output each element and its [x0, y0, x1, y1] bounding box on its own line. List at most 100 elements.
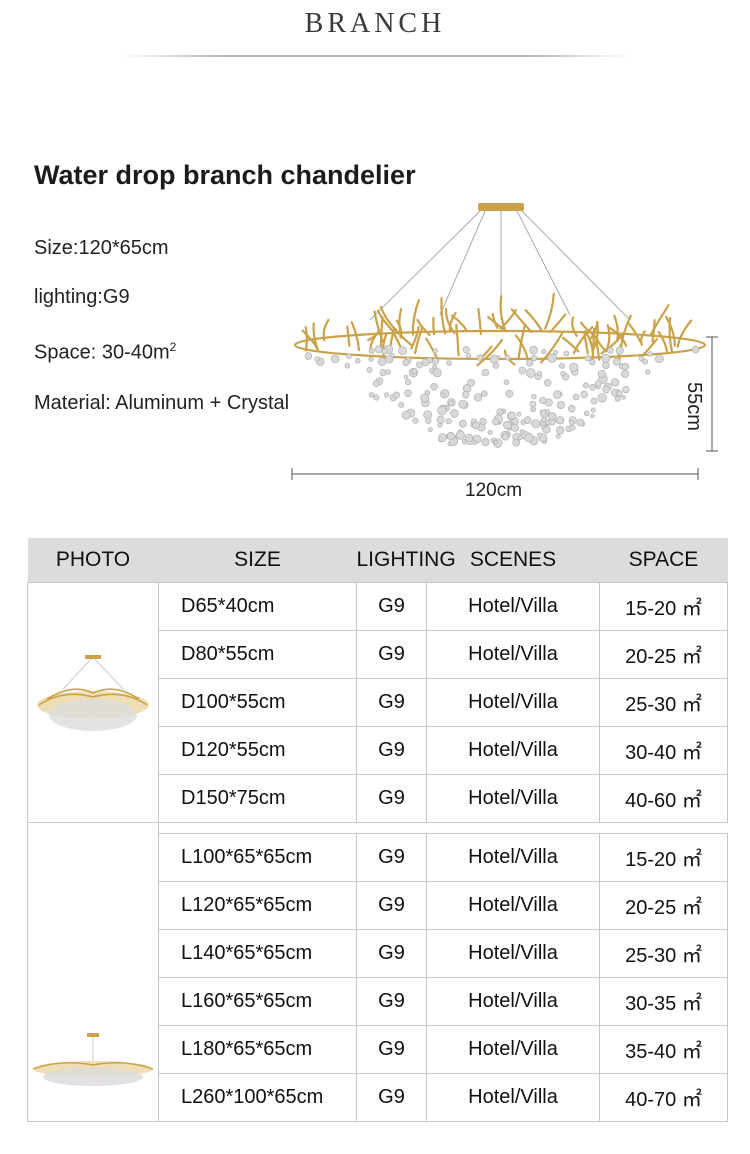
table-row: D150*75cm G9 Hotel/Villa 40-60 ㎡: [28, 774, 728, 823]
size-cell: D65*40cm: [158, 582, 357, 631]
long-chandelier-photo: [27, 822, 159, 1122]
space-cell: 20-25 ㎡: [599, 630, 728, 679]
crystal-drop: [438, 433, 447, 442]
crystal-drop: [493, 439, 499, 445]
crystal-drop: [556, 401, 565, 410]
crystal-drop: [622, 385, 630, 394]
chandelier-branch: [549, 313, 567, 334]
crystal-drop: [582, 382, 589, 389]
scenes-cell: Hotel/Villa: [426, 1073, 600, 1122]
spec-space: Space: 30-40m2: [34, 340, 176, 365]
brand-title: BRANCH: [304, 8, 446, 39]
crystal-drop: [539, 397, 547, 405]
lighting-cell: G9: [356, 881, 427, 930]
crystal-drop: [615, 346, 624, 355]
crystal-drop: [518, 366, 527, 375]
crystal-drop: [548, 412, 557, 421]
chandelier-branch: [640, 330, 646, 347]
space-cell: 30-40 ㎡: [599, 726, 728, 775]
crystal-drop: [621, 363, 630, 371]
crystal-drop: [412, 417, 419, 424]
crystal-drop: [381, 348, 388, 355]
crystal-drop: [404, 389, 412, 397]
crystal-drop: [330, 354, 340, 364]
crystal-drop: [473, 393, 483, 402]
crystal-drop: [647, 351, 653, 357]
chandelier-branch: [613, 314, 619, 342]
thumb-crystals: [43, 1068, 143, 1086]
crystal-drop: [385, 369, 391, 375]
crystal-drop: [405, 379, 412, 386]
chandelier-branch: [594, 336, 608, 353]
spec-space-text: Space: 30-40m: [34, 341, 170, 364]
crystal-drop: [420, 393, 430, 403]
chandelier-branch: [304, 326, 308, 352]
crystal-drop: [465, 352, 472, 359]
chandelier-branch: [499, 295, 506, 331]
crystal-drop: [531, 419, 541, 429]
thumb-branches: [38, 687, 148, 706]
crystal-drop: [691, 345, 700, 354]
crystal-drop: [537, 370, 543, 376]
chandelier-branch: [600, 332, 624, 355]
header-size: SIZE: [158, 538, 357, 583]
chandelier-branch: [410, 325, 420, 350]
crystal-drop: [524, 433, 534, 443]
crystal-drop: [458, 419, 467, 428]
spec-material: Material: Aluminum + Crystal: [34, 392, 290, 414]
space-cell: 40-70 ㎡: [599, 1073, 728, 1122]
product-title: Water drop branch chandelier: [34, 160, 416, 190]
lighting-cell: G9: [356, 678, 427, 727]
chandelier-branch: [651, 319, 656, 343]
scenes-cell: Hotel/Villa: [426, 678, 600, 727]
scenes-cell: Hotel/Villa: [426, 630, 600, 679]
crystal-drop: [503, 420, 512, 430]
crystal-drop: [572, 393, 580, 401]
thumb-crystals: [49, 698, 137, 731]
crystal-drop: [458, 399, 468, 409]
crystal-drop: [375, 345, 383, 354]
height-dimension-label: 55cm: [683, 382, 705, 431]
crystal-drop: [536, 432, 542, 438]
crystal-drop: [481, 438, 490, 447]
crystal-drop: [416, 361, 424, 369]
chandelier-branch: [572, 325, 594, 355]
table-row: L120*65*65cm G9 Hotel/Villa 20-25 ㎡: [28, 881, 728, 930]
space-cell: 35-40 ㎡: [599, 1025, 728, 1074]
crystal-drop: [553, 390, 562, 399]
crystal-drop: [545, 409, 551, 415]
chandelier-branch: [398, 308, 403, 339]
crystal-drop: [529, 400, 537, 408]
header-scenes: SCENES: [426, 538, 600, 583]
crystal-drop: [448, 400, 454, 406]
crystal-drop: [425, 417, 432, 424]
crystal-drop: [344, 363, 351, 369]
spec-table: PHOTO SIZE LIGHTING SCENES SPACE D65*40c…: [27, 538, 728, 1122]
spacer-cell: [159, 823, 728, 834]
crystal-drop: [612, 357, 621, 366]
crystal-drop: [476, 354, 484, 361]
scenes-cell: Hotel/Villa: [426, 833, 600, 882]
crystal-drop: [446, 360, 452, 366]
chandelier-crystals: [304, 344, 700, 448]
crystal-drop: [616, 390, 623, 397]
spec-size: Size:120*65cm: [34, 237, 169, 259]
crystal-drop: [377, 357, 387, 366]
lighting-cell: G9: [356, 582, 427, 631]
crystal-drop: [524, 416, 532, 424]
chandelier-branch: [393, 326, 413, 347]
crystal-drop: [427, 427, 433, 433]
size-cell: L120*65*65cm: [158, 881, 357, 930]
size-cell: L160*65*65cm: [158, 977, 357, 1026]
crystal-drop: [590, 407, 596, 413]
crystal-drop: [531, 354, 538, 362]
crystal-drop: [398, 401, 405, 408]
crystal-drop: [379, 369, 387, 377]
size-cell: L260*100*65cm: [158, 1073, 357, 1122]
lighting-cell: G9: [356, 833, 427, 882]
crystal-drop: [569, 424, 576, 431]
scenes-cell: Hotel/Villa: [426, 774, 600, 823]
spec-space-sup: 2: [169, 340, 177, 354]
crystal-drop: [556, 426, 565, 435]
crystal-drop: [594, 380, 602, 388]
